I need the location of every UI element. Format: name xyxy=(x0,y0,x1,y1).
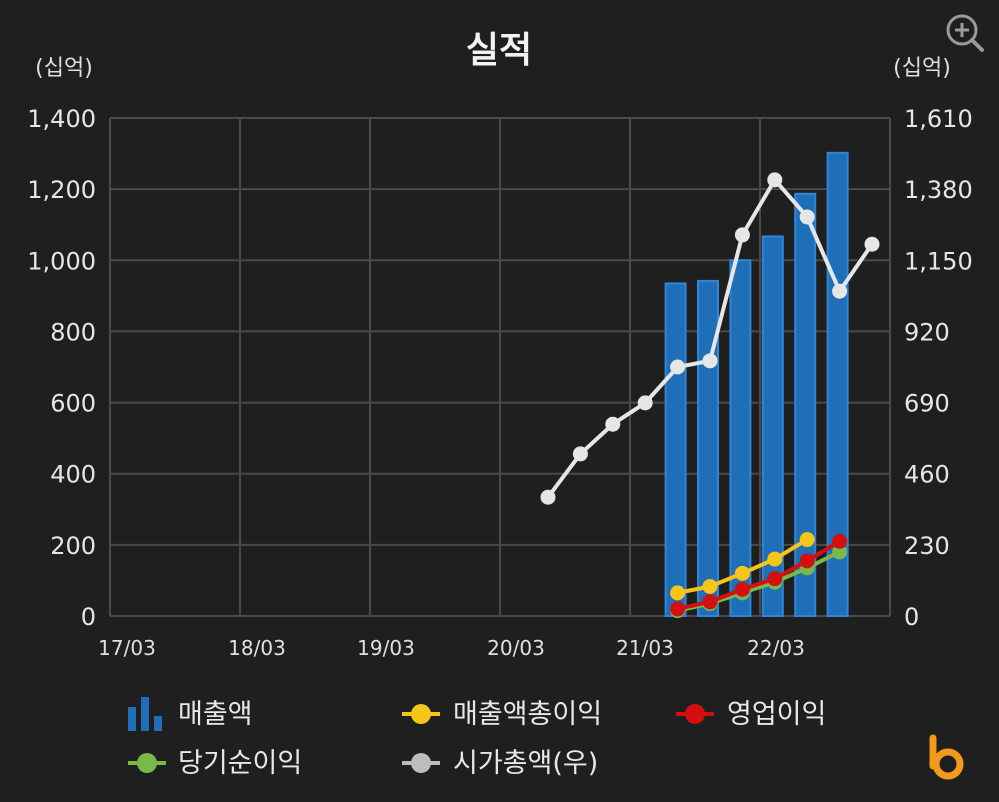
left-axis: 0 200 400 600 800 1,000 1,200 1,400 xyxy=(27,105,96,631)
point-operating-income xyxy=(799,553,815,569)
x-tick-label: 22/03 xyxy=(747,636,805,660)
right-tick-label: 1,610 xyxy=(904,105,973,133)
legend-item-revenue[interactable]: 매출액 xyxy=(128,697,253,731)
legend: 매출액 매출액총이익 영업이익 당기순이익 시가총액(우) xyxy=(128,697,826,779)
point-gross-profit xyxy=(734,565,750,581)
left-tick-label: 1,000 xyxy=(27,247,96,275)
bar-revenue xyxy=(826,151,849,618)
legend-item-net-income[interactable]: 당기순이익 xyxy=(128,748,302,779)
bar-revenue xyxy=(697,279,719,617)
line-series xyxy=(540,172,880,619)
grid xyxy=(109,117,891,617)
x-axis: 17/03 18/03 19/03 20/03 21/03 22/03 xyxy=(98,636,805,660)
point-market-cap xyxy=(767,172,783,188)
right-axis-unit: (십억) xyxy=(893,56,951,81)
legend-label-operating-income: 영업이익 xyxy=(727,699,826,730)
point-gross-profit xyxy=(702,578,718,594)
chart-title: 실적 xyxy=(466,30,532,71)
bar-revenue xyxy=(729,259,752,617)
left-tick-label: 800 xyxy=(50,318,96,346)
legend-label-net-income: 당기순이익 xyxy=(178,748,302,779)
point-market-cap xyxy=(702,353,718,369)
bar-revenue xyxy=(794,192,817,617)
bar-revenue xyxy=(664,282,687,617)
point-market-cap xyxy=(637,395,653,411)
right-tick-label: 1,150 xyxy=(904,247,973,275)
point-market-cap xyxy=(670,359,686,375)
line-marker-dot-icon xyxy=(411,704,431,724)
point-market-cap xyxy=(540,489,556,505)
point-operating-income xyxy=(670,601,686,617)
point-gross-profit xyxy=(767,551,783,567)
right-tick-label: 460 xyxy=(904,461,950,489)
point-operating-income xyxy=(832,533,848,549)
point-operating-income xyxy=(767,571,783,587)
line-marker-dot-icon xyxy=(411,753,431,773)
x-tick-label: 20/03 xyxy=(487,636,545,660)
left-tick-label: 600 xyxy=(50,390,96,418)
point-market-cap xyxy=(572,446,588,462)
right-tick-label: 0 xyxy=(904,603,919,631)
x-tick-label: 21/03 xyxy=(616,636,674,660)
right-tick-label: 920 xyxy=(904,318,950,346)
legend-item-market-cap[interactable]: 시가총액(우) xyxy=(402,748,598,779)
point-market-cap xyxy=(734,227,750,243)
right-tick-label: 1,380 xyxy=(904,176,973,204)
line-marker-dot-icon xyxy=(137,753,157,773)
point-market-cap xyxy=(832,283,848,299)
x-tick-label: 18/03 xyxy=(228,636,286,660)
legend-label-revenue: 매출액 xyxy=(178,699,253,730)
right-axis: 0 230 460 690 920 1,150 1,380 1,610 xyxy=(904,105,973,631)
zoom-in-icon[interactable] xyxy=(946,14,984,52)
left-tick-label: 0 xyxy=(81,603,96,631)
left-tick-label: 1,200 xyxy=(27,176,96,204)
legend-item-operating-income[interactable]: 영업이익 xyxy=(676,699,826,730)
brand-logo xyxy=(929,734,964,780)
point-operating-income xyxy=(702,594,718,610)
left-tick-label: 200 xyxy=(50,532,96,560)
bar-chart-icon xyxy=(128,697,162,731)
point-net-income xyxy=(832,544,848,560)
x-tick-label: 17/03 xyxy=(98,636,156,660)
bars-series xyxy=(664,151,849,618)
point-gross-profit xyxy=(799,532,815,548)
right-tick-label: 690 xyxy=(904,390,950,418)
point-operating-income xyxy=(734,581,750,597)
line-marker-dot-icon xyxy=(685,704,705,724)
point-market-cap xyxy=(864,236,880,252)
legend-item-gross-profit[interactable]: 매출액총이익 xyxy=(402,699,602,730)
left-tick-label: 1,400 xyxy=(27,105,96,133)
left-axis-unit: (십억) xyxy=(35,56,93,81)
x-tick-label: 19/03 xyxy=(357,636,415,660)
legend-label-gross-profit: 매출액총이익 xyxy=(453,699,602,730)
bar-revenue xyxy=(761,235,784,617)
right-tick-label: 230 xyxy=(904,532,950,560)
legend-label-market-cap: 시가총액(우) xyxy=(453,748,598,779)
point-market-cap xyxy=(605,416,621,432)
left-tick-label: 400 xyxy=(50,461,96,489)
point-gross-profit xyxy=(670,585,686,601)
point-market-cap xyxy=(799,209,815,225)
